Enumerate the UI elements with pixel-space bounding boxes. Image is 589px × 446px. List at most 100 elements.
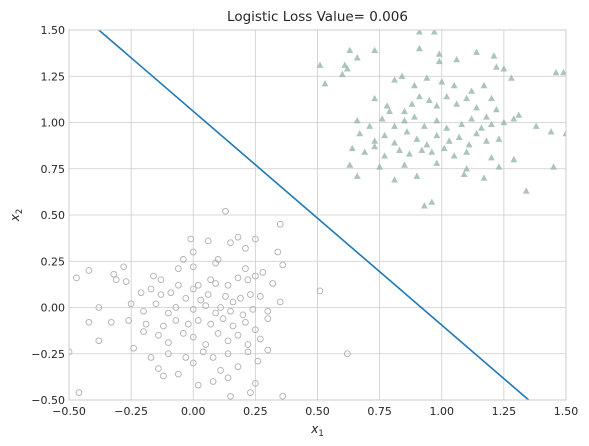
circle-point [189,306,197,313]
y-tick-labels: −0.50 −0.25 0.00 0.25 0.50 0.75 1.00 1.25 1.50 [31,24,65,407]
triangle-point [480,81,488,89]
circle-point [229,322,237,330]
circle-point [207,320,214,328]
circle-point [110,270,118,278]
circle-point [69,348,73,356]
circle-point [242,244,249,252]
triangle-point [495,135,503,142]
triangle-point [438,78,446,85]
circle-point [75,389,83,396]
triangle-point [435,57,443,65]
circle-point [174,265,182,273]
triangle-point [460,170,468,177]
triangle-point [401,107,408,115]
circle-point [343,350,351,358]
circle-point [140,328,147,335]
triangle-point [423,74,431,81]
circle-point [256,293,264,300]
triangle-point [483,137,490,144]
x-tick-label: 0.75 [367,405,392,418]
triangle-point [473,48,480,55]
circle-point [137,289,145,297]
circle-point [222,207,229,215]
circle-point [189,359,197,367]
triangle-point [406,150,413,157]
circle-point [107,318,115,326]
circle-point [152,300,160,308]
circle-point [237,294,244,302]
circle-point [219,315,227,322]
x-tick-label: −0.25 [114,405,148,418]
triangle-point [415,30,423,35]
circle-point [142,320,150,328]
triangle-point [547,128,555,135]
triangle-point [411,113,418,120]
circle-point [279,261,287,269]
triangle-point [381,131,389,139]
triangle-point [423,141,431,148]
triangle-point [408,100,416,107]
triangle-point [500,65,508,72]
triangle-point [435,50,443,57]
circle-point [264,307,272,315]
circle-point [224,281,232,289]
triangle-point [371,46,379,54]
y-tick-label: 0.75 [41,163,66,176]
circle-point [252,272,259,280]
circle-point [279,392,287,400]
triangle-point [488,120,495,128]
circle-point [189,285,197,293]
triangle-point [532,122,540,129]
triangle-point [440,144,448,152]
y-tick-label: 1.00 [41,117,66,130]
circle-point [209,354,217,361]
triangle-point [391,76,398,83]
circle-point [147,354,155,361]
triangle-point [415,44,423,52]
y-tick-label: 1.50 [41,24,66,37]
circle-point [234,233,242,241]
x-tick-label: 1.50 [554,405,579,418]
circle-point [189,333,197,341]
triangle-point [371,137,379,144]
circle-point [125,317,132,324]
circle-point [204,237,212,245]
circle-point [165,309,172,317]
triangle-point [433,159,441,166]
triangle-point [418,146,426,153]
circle-point [224,337,232,345]
circle-point [73,274,80,282]
circle-point [234,331,242,339]
triangle-point [420,122,428,129]
circle-point [122,278,130,285]
triangle-point [428,198,436,205]
triangle-point [371,94,379,102]
circle-point [212,309,219,317]
triangle-point [411,81,418,89]
triangle-point [488,94,495,102]
triangle-point [493,105,500,113]
circle-point [234,274,242,282]
circle-point [316,287,324,295]
circle-point [252,380,259,387]
triangle-point [403,128,411,135]
circle-point [187,235,195,243]
circle-point [172,304,180,311]
triangle-point [321,80,329,87]
grid-lines [68,29,567,401]
triangle-point [465,141,473,148]
data-points [69,30,566,400]
circle-point [239,311,247,319]
circle-point [224,350,232,358]
triangle-point [341,61,349,68]
triangle-point [550,163,557,170]
triangle-point [346,161,354,168]
circle-point [194,381,202,389]
triangle-point [348,144,356,152]
circle-point [256,335,264,343]
triangle-point [401,161,408,168]
circle-point [244,276,252,284]
circle-point [189,263,197,271]
triangle-point [480,174,488,181]
